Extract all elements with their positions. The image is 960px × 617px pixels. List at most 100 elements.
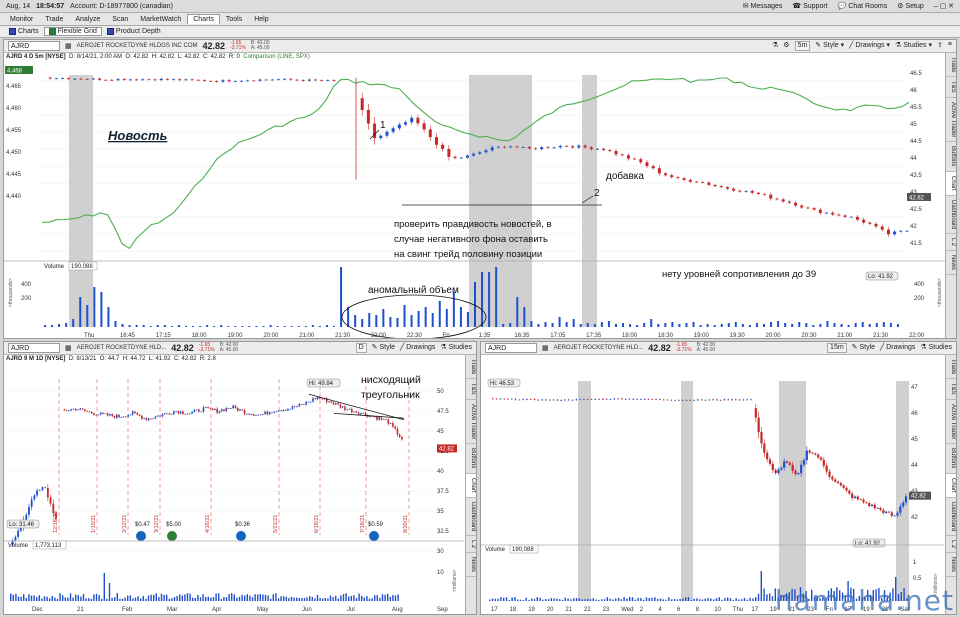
- tab-flexible-grid[interactable]: Flexible Grid: [43, 27, 102, 36]
- price-candle: [391, 128, 395, 132]
- menu-tools[interactable]: Tools: [225, 15, 243, 23]
- volume-bar: [257, 594, 259, 601]
- side-tab-trade[interactable]: Trade: [466, 355, 476, 380]
- side-tab-dashboard[interactable]: Dashboard: [946, 498, 956, 536]
- price-candle: [839, 482, 842, 486]
- volume-bar: [163, 595, 165, 601]
- side-tab-chart[interactable]: Chart: [466, 473, 476, 498]
- volume-bar: [186, 593, 189, 601]
- window-controls[interactable]: – ▢ ✕: [933, 3, 954, 10]
- dividend-icon[interactable]: [236, 531, 246, 541]
- drawings-button[interactable]: ╱ Drawings: [400, 344, 436, 351]
- volume-bar: [883, 590, 886, 601]
- menu-help[interactable]: Help: [254, 15, 269, 23]
- side-tab-chart[interactable]: Chart: [946, 171, 956, 196]
- side-tab-news[interactable]: News: [466, 553, 476, 578]
- side-tab-dashboard[interactable]: Dashboard: [466, 498, 476, 536]
- studies-button[interactable]: ⚗ Studies: [920, 344, 952, 351]
- setup-button[interactable]: ⚙ Setup: [897, 3, 924, 10]
- share-icon[interactable]: ⇪: [937, 42, 943, 49]
- style-button[interactable]: ✎ Style: [371, 344, 396, 351]
- side-tab-buttons[interactable]: Buttons: [466, 444, 476, 474]
- time-axis-label: 22:00: [371, 333, 387, 339]
- studies-button[interactable]: ⚗ Studies ▾: [894, 42, 933, 49]
- time-axis-label: 6: [677, 607, 681, 613]
- studies-button[interactable]: ⚗ Studies: [440, 344, 472, 351]
- pre-news-candle: [700, 399, 703, 401]
- period-selector[interactable]: 15m: [827, 343, 847, 353]
- menu-marketwatch[interactable]: MarketWatch: [140, 15, 182, 23]
- volume-bar: [645, 597, 648, 601]
- price-candle: [834, 479, 837, 482]
- style-button[interactable]: ✎ Style: [851, 344, 876, 351]
- pre-news-candle: [276, 79, 280, 81]
- menu-monitor[interactable]: Monitor: [10, 15, 34, 23]
- side-tab-active-trader[interactable]: Active Trader: [946, 400, 956, 445]
- period-selector[interactable]: D: [355, 343, 367, 353]
- style-button[interactable]: ✎ Style ▾: [815, 42, 845, 49]
- volume-bar: [858, 596, 860, 601]
- side-tab-buttons[interactable]: Buttons: [946, 142, 956, 172]
- volume-bar: [246, 594, 248, 601]
- volume-bar: [121, 598, 124, 601]
- side-tab-t-s[interactable]: T&S: [946, 379, 956, 401]
- messages-button[interactable]: ✉ Messages: [742, 3, 783, 10]
- side-tab-l-2[interactable]: L 2: [946, 234, 956, 251]
- event-date-label: 7/16/21: [360, 515, 366, 533]
- volume-bar: [654, 597, 656, 601]
- top-price-chart[interactable]: 4,465 4,460 4,455 4,450 4,445 4,440 4,468 46.5 4…: [4, 53, 946, 339]
- side-tab-t-s[interactable]: T&S: [946, 77, 956, 99]
- volume-bar: [509, 323, 512, 327]
- price-candle: [893, 231, 897, 235]
- menu-charts[interactable]: Charts: [187, 14, 220, 24]
- symbol-input[interactable]: AJRD: [8, 41, 60, 51]
- menu-scan[interactable]: Scan: [112, 15, 129, 23]
- dividend-icon[interactable]: [369, 531, 379, 541]
- menu-icon[interactable]: ≡: [947, 41, 952, 48]
- price-candle: [873, 504, 876, 509]
- volume-bar: [734, 322, 737, 327]
- chat-rooms-button[interactable]: 💬 Chat Rooms: [837, 3, 888, 10]
- account-label[interactable]: Account: D-18977800 (canadian): [70, 2, 173, 10]
- link-icon[interactable]: ▦: [65, 345, 72, 352]
- side-tab-dashboard[interactable]: Dashboard: [946, 196, 956, 234]
- volume-bar: [340, 595, 342, 601]
- side-tab-buttons[interactable]: Buttons: [946, 444, 956, 474]
- dividend-icon[interactable]: [136, 531, 146, 541]
- volume-bar: [881, 597, 883, 601]
- side-tab-l-2[interactable]: L 2: [946, 536, 956, 553]
- dividend-icon[interactable]: [167, 531, 177, 541]
- drawings-button[interactable]: ╱ Drawings: [880, 344, 916, 351]
- drawings-button[interactable]: ╱ Drawings ▾: [849, 42, 890, 49]
- daily-candle-candle: [79, 408, 82, 410]
- volume-bar: [622, 323, 625, 327]
- volume-bar: [827, 590, 830, 601]
- daily-candle-candle: [396, 428, 399, 435]
- link-icon[interactable]: ▦: [542, 345, 549, 352]
- menu-trade[interactable]: Trade: [45, 15, 64, 23]
- side-tab-active-trader[interactable]: Active Trader: [466, 400, 476, 445]
- menu-analyze[interactable]: Analyze: [75, 15, 101, 23]
- support-button[interactable]: ☎ Support: [792, 3, 828, 10]
- side-tab-l-2[interactable]: L 2: [466, 536, 476, 553]
- daily-price-chart[interactable]: 5047.54542.54037.53532.53012/18/201/15/2…: [4, 355, 464, 615]
- gear-icon[interactable]: ⚙: [783, 42, 790, 49]
- symbol-input[interactable]: AJRD: [8, 343, 60, 353]
- side-tab-trade[interactable]: Trade: [946, 53, 956, 78]
- link-icon[interactable]: ▦: [65, 43, 72, 50]
- volume-bar: [696, 598, 698, 601]
- volume-bar: [729, 598, 732, 601]
- side-tab-trade[interactable]: Trade: [946, 355, 956, 380]
- side-tab-news[interactable]: News: [946, 251, 956, 276]
- period-selector[interactable]: 5m: [794, 41, 811, 51]
- side-tab-news[interactable]: News: [946, 553, 956, 578]
- tab-charts[interactable]: Charts: [4, 27, 44, 36]
- flask-icon[interactable]: ⚗: [772, 42, 779, 49]
- tab-product-depth[interactable]: Product Depth: [102, 27, 166, 36]
- side-tab-active-trader[interactable]: Active Trader: [946, 98, 956, 143]
- side-tab-chart[interactable]: Chart: [946, 473, 956, 498]
- daily-chart-header: AJRD ▦ AEROJET ROCKETDYNE HLD... 42.82 -…: [4, 342, 476, 355]
- side-tab-t-s[interactable]: T&S: [466, 379, 476, 401]
- symbol-input[interactable]: AJRD: [485, 343, 537, 353]
